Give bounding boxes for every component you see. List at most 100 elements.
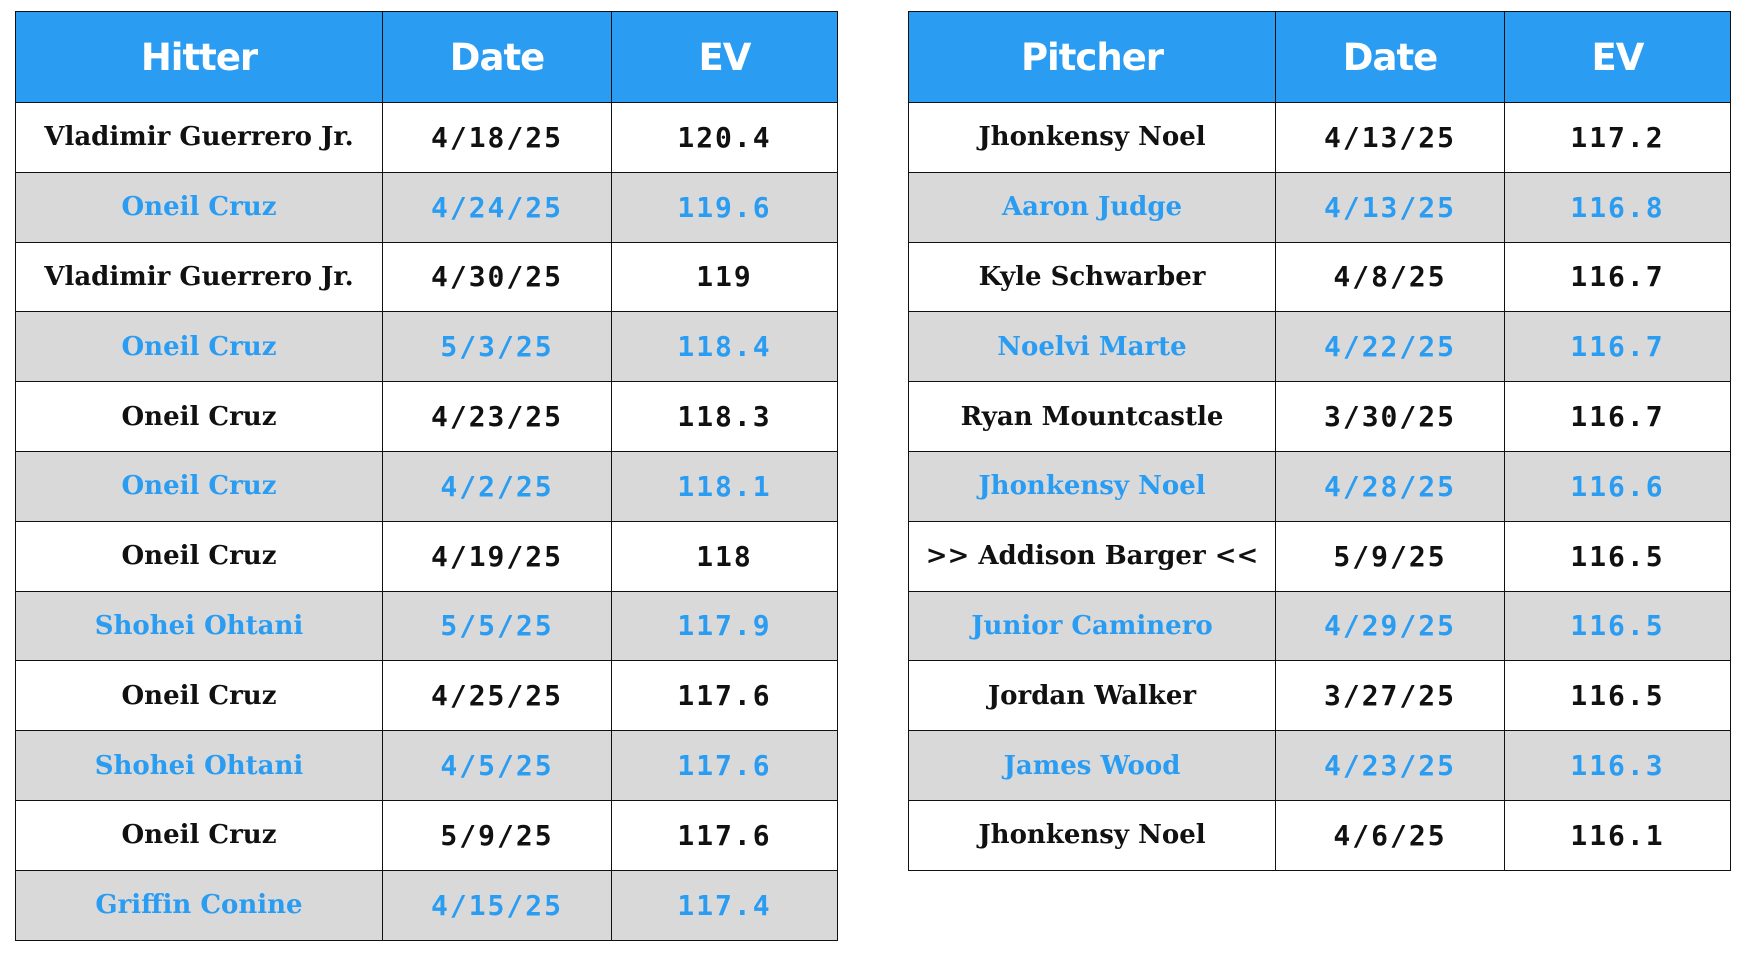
pitcher-ev-table: Pitcher Date EV Jhonkensy Noel 4/13/25 117… bbox=[908, 11, 1731, 871]
date-cell: 4/19/25 bbox=[382, 520, 612, 592]
exit-velocity-cell: 116.5 bbox=[1504, 590, 1731, 662]
date-cell: 4/6/25 bbox=[1275, 799, 1505, 871]
table-row: Jhonkensy Noel 4/13/25 117.2 bbox=[908, 102, 1731, 173]
player-name-cell: Oneil Cruz bbox=[15, 799, 383, 871]
column-header-date: Date bbox=[1275, 11, 1505, 103]
date-cell: 4/23/25 bbox=[382, 381, 612, 452]
exit-velocity-cell: 116.7 bbox=[1504, 311, 1731, 383]
pitcher-table-body: Jhonkensy Noel 4/13/25 117.2 Aaron Judge 4/1… bbox=[908, 102, 1731, 871]
player-name-cell: Oneil Cruz bbox=[15, 311, 383, 383]
table-row: Griffin Conine 4/15/25 117.4 bbox=[15, 869, 838, 941]
exit-velocity-cell: 117.4 bbox=[611, 869, 838, 941]
exit-velocity-cell: 117.2 bbox=[1504, 102, 1731, 173]
exit-velocity-cell: 119.6 bbox=[611, 171, 838, 243]
column-header-pitcher: Pitcher bbox=[908, 11, 1276, 103]
date-cell: 5/3/25 bbox=[382, 311, 612, 383]
player-name-cell: Shohei Ohtani bbox=[15, 590, 383, 662]
exit-velocity-cell: 116.7 bbox=[1504, 241, 1731, 313]
table-row: Oneil Cruz 4/19/25 118 bbox=[15, 520, 838, 592]
table-row: Junior Caminero 4/29/25 116.5 bbox=[908, 590, 1731, 662]
date-cell: 4/8/25 bbox=[1275, 241, 1505, 313]
table-row: Oneil Cruz 5/3/25 118.4 bbox=[15, 311, 838, 383]
date-cell: 5/5/25 bbox=[382, 590, 612, 662]
player-name-cell: James Wood bbox=[908, 730, 1276, 801]
exit-velocity-cell: 117.6 bbox=[611, 799, 838, 871]
player-name-cell: Oneil Cruz bbox=[15, 381, 383, 452]
player-name-cell: Jhonkensy Noel bbox=[908, 450, 1276, 522]
date-cell: 4/2/25 bbox=[382, 450, 612, 522]
hitter-table-body: Vladimir Guerrero Jr. 4/18/25 120.4 Oneil C… bbox=[15, 102, 838, 941]
hitter-ev-table: Hitter Date EV Vladimir Guerrero Jr. 4/18… bbox=[15, 11, 838, 941]
header-row: Pitcher Date EV bbox=[908, 11, 1731, 103]
table-row: Oneil Cruz 4/25/25 117.6 bbox=[15, 660, 838, 732]
exit-velocity-cell: 118.3 bbox=[611, 381, 838, 452]
date-cell: 4/18/25 bbox=[382, 102, 612, 173]
column-header-date: Date bbox=[382, 11, 612, 103]
player-name-cell: Junior Caminero bbox=[908, 590, 1276, 662]
player-name-cell: Vladimir Guerrero Jr. bbox=[15, 102, 383, 173]
date-cell: 5/9/25 bbox=[1275, 520, 1505, 592]
exit-velocity-cell: 118 bbox=[611, 520, 838, 592]
date-cell: 4/15/25 bbox=[382, 869, 612, 941]
date-cell: 4/24/25 bbox=[382, 171, 612, 243]
player-name-cell: Vladimir Guerrero Jr. bbox=[15, 241, 383, 313]
date-cell: 3/27/25 bbox=[1275, 660, 1505, 732]
exit-velocity-cell: 116.1 bbox=[1504, 799, 1731, 871]
exit-velocity-cell: 118.4 bbox=[611, 311, 838, 383]
date-cell: 4/28/25 bbox=[1275, 450, 1505, 522]
player-name-cell: Shohei Ohtani bbox=[15, 730, 383, 801]
exit-velocity-cell: 117.9 bbox=[611, 590, 838, 662]
column-header-ev: EV bbox=[1504, 11, 1731, 103]
player-name-cell: Jordan Walker bbox=[908, 660, 1276, 732]
table-row: Kyle Schwarber 4/8/25 116.7 bbox=[908, 241, 1731, 313]
exit-velocity-cell: 119 bbox=[611, 241, 838, 313]
table-row: Oneil Cruz 4/24/25 119.6 bbox=[15, 171, 838, 243]
table-row: Vladimir Guerrero Jr. 4/30/25 119 bbox=[15, 241, 838, 313]
player-name-cell: Ryan Mountcastle bbox=[908, 381, 1276, 452]
exit-velocity-cell: 116.5 bbox=[1504, 520, 1731, 592]
player-name-cell: Noelvi Marte bbox=[908, 311, 1276, 383]
table-row: Shohei Ohtani 4/5/25 117.6 bbox=[15, 730, 838, 801]
table-row: Oneil Cruz 4/2/25 118.1 bbox=[15, 450, 838, 522]
date-cell: 4/23/25 bbox=[1275, 730, 1505, 801]
table-row: Aaron Judge 4/13/25 116.8 bbox=[908, 171, 1731, 243]
table-row: Vladimir Guerrero Jr. 4/18/25 120.4 bbox=[15, 102, 838, 173]
table-row: Jordan Walker 3/27/25 116.5 bbox=[908, 660, 1731, 732]
exit-velocity-cell: 117.6 bbox=[611, 730, 838, 801]
player-name-cell: >> Addison Barger << bbox=[908, 520, 1276, 592]
date-cell: 4/29/25 bbox=[1275, 590, 1505, 662]
player-name-cell: Oneil Cruz bbox=[15, 450, 383, 522]
table-row: Ryan Mountcastle 3/30/25 116.7 bbox=[908, 381, 1731, 452]
date-cell: 4/5/25 bbox=[382, 730, 612, 801]
player-name-cell: Oneil Cruz bbox=[15, 171, 383, 243]
table-row: Noelvi Marte 4/22/25 116.7 bbox=[908, 311, 1731, 383]
player-name-cell: Jhonkensy Noel bbox=[908, 799, 1276, 871]
player-name-cell: Griffin Conine bbox=[15, 869, 383, 941]
exit-velocity-cell: 116.3 bbox=[1504, 730, 1731, 801]
exit-velocity-cell: 116.7 bbox=[1504, 381, 1731, 452]
exit-velocity-cell: 118.1 bbox=[611, 450, 838, 522]
exit-velocity-cell: 116.6 bbox=[1504, 450, 1731, 522]
table-row: Oneil Cruz 4/23/25 118.3 bbox=[15, 381, 838, 452]
header-row: Hitter Date EV bbox=[15, 11, 838, 103]
column-header-hitter: Hitter bbox=[15, 11, 383, 103]
table-row: Jhonkensy Noel 4/28/25 116.6 bbox=[908, 450, 1731, 522]
date-cell: 4/25/25 bbox=[382, 660, 612, 732]
table-row: >> Addison Barger << 5/9/25 116.5 bbox=[908, 520, 1731, 592]
date-cell: 4/13/25 bbox=[1275, 102, 1505, 173]
exit-velocity-cell: 116.5 bbox=[1504, 660, 1731, 732]
exit-velocity-cell: 116.8 bbox=[1504, 171, 1731, 243]
exit-velocity-cell: 117.6 bbox=[611, 660, 838, 732]
column-header-ev: EV bbox=[611, 11, 838, 103]
date-cell: 3/30/25 bbox=[1275, 381, 1505, 452]
player-name-cell: Oneil Cruz bbox=[15, 660, 383, 732]
player-name-cell: Jhonkensy Noel bbox=[908, 102, 1276, 173]
table-row: Oneil Cruz 5/9/25 117.6 bbox=[15, 799, 838, 871]
date-cell: 4/22/25 bbox=[1275, 311, 1505, 383]
date-cell: 4/30/25 bbox=[382, 241, 612, 313]
exit-velocity-cell: 120.4 bbox=[611, 102, 838, 173]
player-name-cell: Oneil Cruz bbox=[15, 520, 383, 592]
table-row: Shohei Ohtani 5/5/25 117.9 bbox=[15, 590, 838, 662]
table-row: Jhonkensy Noel 4/6/25 116.1 bbox=[908, 799, 1731, 871]
player-name-cell: Kyle Schwarber bbox=[908, 241, 1276, 313]
